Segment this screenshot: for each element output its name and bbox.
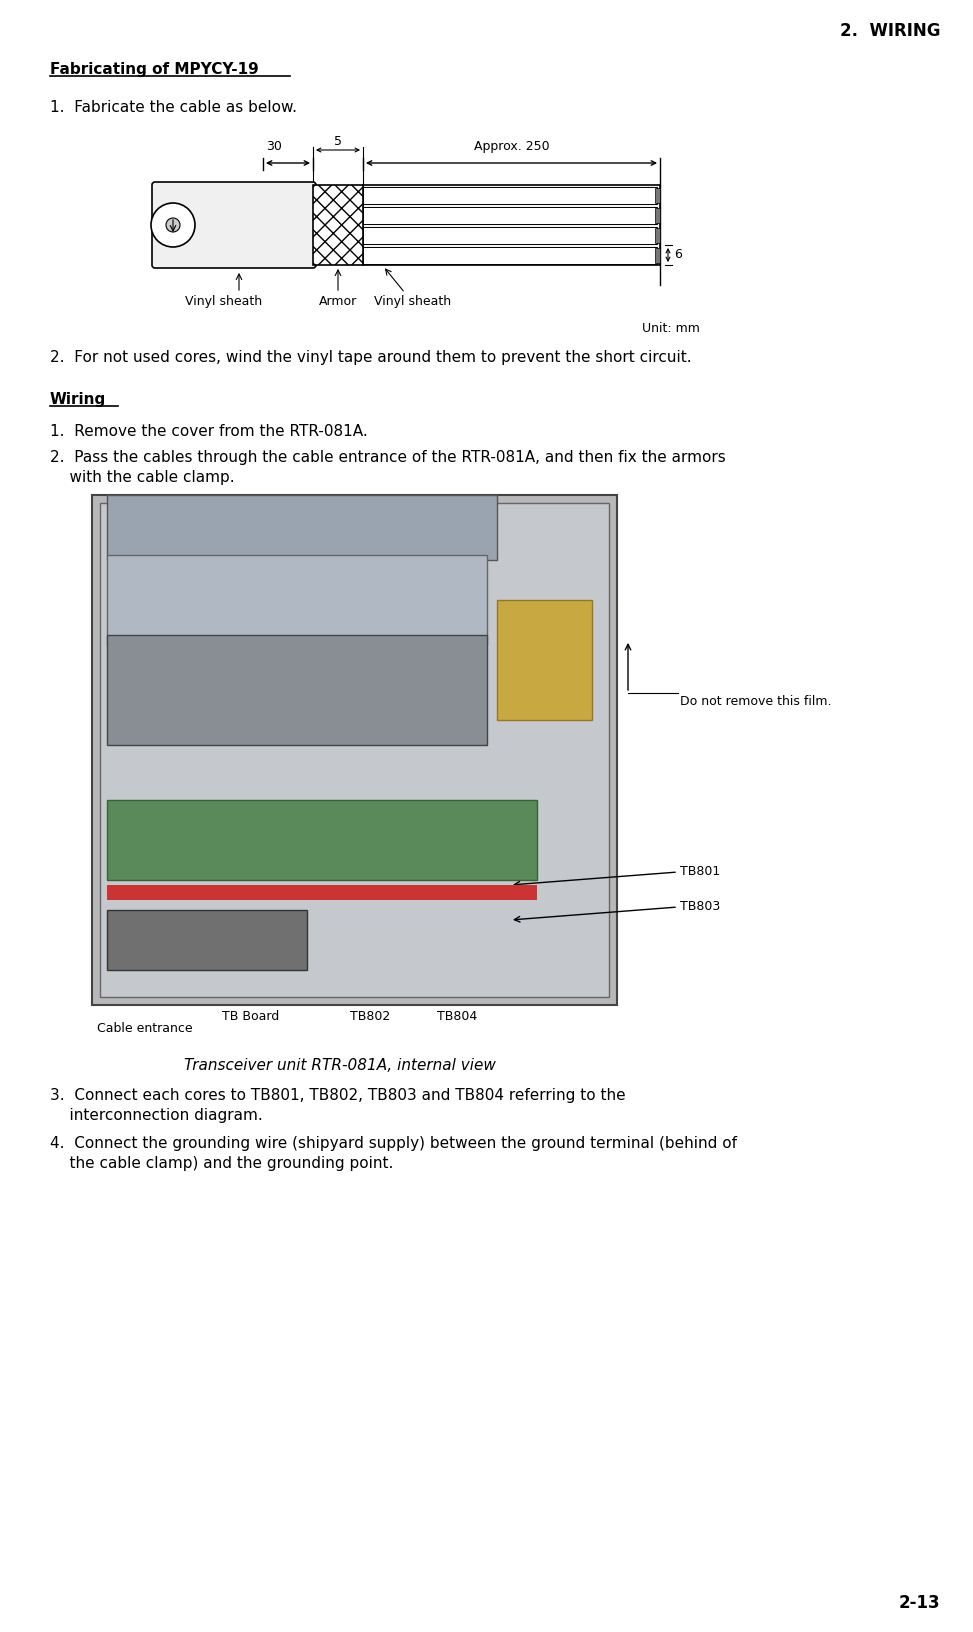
Text: 1.  Fabricate the cable as below.: 1. Fabricate the cable as below. — [50, 100, 297, 114]
Bar — [497, 601, 592, 720]
Text: 2.  WIRING: 2. WIRING — [840, 21, 940, 41]
Bar — [107, 800, 537, 880]
Bar — [313, 184, 363, 264]
Text: 2.  For not used cores, wind the vinyl tape around them to prevent the short cir: 2. For not used cores, wind the vinyl ta… — [50, 349, 692, 366]
Bar — [363, 246, 657, 263]
Text: TB802: TB802 — [350, 1010, 390, 1023]
Text: TB801: TB801 — [680, 865, 720, 878]
Text: 2.  Pass the cables through the cable entrance of the RTR-081A, and then fix the: 2. Pass the cables through the cable ent… — [50, 450, 726, 465]
Text: Approx. 250: Approx. 250 — [474, 140, 550, 153]
Circle shape — [166, 219, 180, 232]
Text: Wiring: Wiring — [50, 392, 106, 406]
Text: 5: 5 — [334, 135, 342, 149]
Bar — [107, 911, 307, 969]
Bar — [363, 186, 657, 204]
Text: 3.  Connect each cores to TB801, TB802, TB803 and TB804 referring to the: 3. Connect each cores to TB801, TB802, T… — [50, 1089, 626, 1103]
Bar — [655, 248, 660, 263]
Bar — [100, 503, 609, 997]
Bar — [107, 494, 497, 560]
Bar — [363, 207, 657, 224]
Bar — [655, 188, 660, 202]
Text: with the cable clamp.: with the cable clamp. — [50, 470, 234, 485]
Text: Do not remove this film.: Do not remove this film. — [680, 695, 832, 708]
Circle shape — [151, 202, 195, 246]
Text: TB Board: TB Board — [222, 1010, 279, 1023]
Bar — [655, 207, 660, 222]
Text: 6: 6 — [674, 248, 682, 261]
Text: TB803: TB803 — [680, 899, 720, 912]
Text: Vinyl sheath: Vinyl sheath — [375, 295, 451, 308]
Text: the cable clamp) and the grounding point.: the cable clamp) and the grounding point… — [50, 1155, 393, 1172]
Text: Armor: Armor — [319, 295, 357, 308]
Text: 4.  Connect the grounding wire (shipyard supply) between the ground terminal (be: 4. Connect the grounding wire (shipyard … — [50, 1136, 737, 1151]
Text: 30: 30 — [266, 140, 282, 153]
Bar — [92, 494, 617, 1005]
Text: 2-13: 2-13 — [898, 1594, 940, 1612]
Bar — [107, 885, 537, 899]
Text: Unit: mm: Unit: mm — [642, 322, 700, 335]
Text: Cable entrance: Cable entrance — [97, 1022, 193, 1035]
Bar — [363, 184, 660, 264]
Bar — [107, 635, 487, 744]
Bar — [363, 227, 657, 243]
Bar — [655, 227, 660, 243]
Text: TB804: TB804 — [437, 1010, 477, 1023]
Text: Fabricating of MPYCY-19: Fabricating of MPYCY-19 — [50, 62, 259, 77]
Text: interconnection diagram.: interconnection diagram. — [50, 1108, 263, 1123]
Text: Vinyl sheath: Vinyl sheath — [186, 295, 263, 308]
Text: Transceiver unit RTR-081A, internal view: Transceiver unit RTR-081A, internal view — [184, 1058, 496, 1072]
Bar — [107, 555, 487, 645]
Text: 1.  Remove the cover from the RTR-081A.: 1. Remove the cover from the RTR-081A. — [50, 424, 368, 439]
FancyBboxPatch shape — [152, 183, 316, 268]
